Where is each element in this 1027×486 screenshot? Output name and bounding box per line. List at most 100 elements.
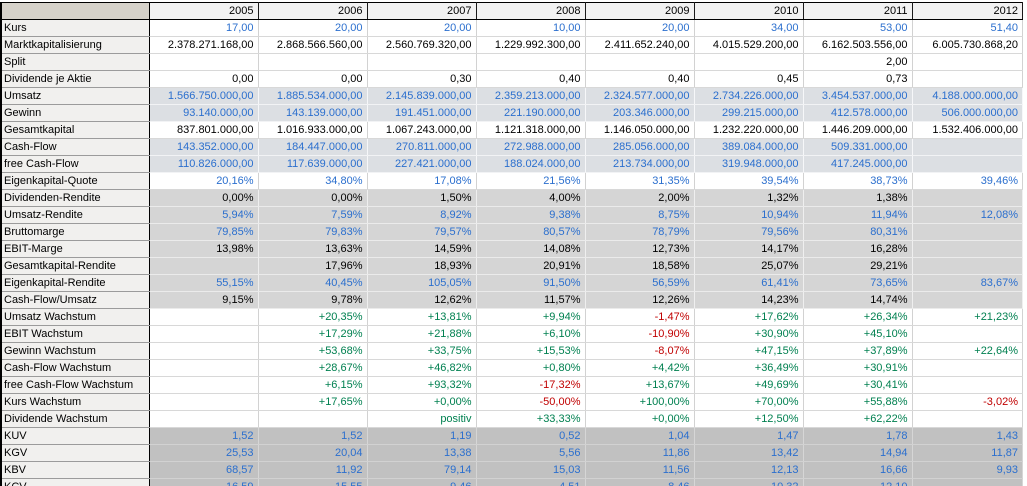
data-cell[interactable]: +100,00% — [585, 393, 695, 411]
data-cell[interactable]: +0,00% — [367, 393, 477, 411]
data-cell[interactable]: 4.188.000.000,00 — [912, 87, 1023, 105]
data-cell[interactable]: 14,23% — [694, 291, 804, 309]
data-cell[interactable]: 16,59 — [149, 478, 259, 486]
data-cell[interactable] — [258, 410, 368, 428]
data-cell[interactable]: 319.948.000,00 — [694, 155, 804, 173]
data-cell[interactable] — [912, 376, 1023, 394]
data-cell[interactable] — [149, 308, 259, 326]
data-cell[interactable] — [149, 410, 259, 428]
data-cell[interactable]: 13,42 — [694, 444, 804, 462]
data-cell[interactable]: -8,07% — [585, 342, 695, 360]
row-label[interactable]: Dividenden-Rendite — [1, 189, 150, 207]
data-cell[interactable]: 40,45% — [258, 274, 368, 292]
data-cell[interactable]: -10,90% — [585, 325, 695, 343]
column-header-year[interactable]: 2007 — [367, 2, 477, 20]
data-cell[interactable]: +15,53% — [476, 342, 586, 360]
data-cell[interactable]: 79,14 — [367, 461, 477, 479]
data-cell[interactable]: 6.005.730.868,20 — [912, 36, 1023, 54]
data-cell[interactable]: positiv — [367, 410, 477, 428]
data-cell[interactable]: 0,00 — [149, 70, 259, 88]
data-cell[interactable]: 0,45 — [694, 70, 804, 88]
data-cell[interactable]: +47,15% — [694, 342, 804, 360]
data-cell[interactable]: 1.532.406.000,00 — [912, 121, 1023, 139]
data-cell[interactable]: 509.331.000,00 — [803, 138, 913, 156]
data-cell[interactable]: 0,00% — [149, 189, 259, 207]
data-cell[interactable]: 221.190.000,00 — [476, 104, 586, 122]
corner-cell[interactable] — [1, 2, 150, 20]
data-cell[interactable]: 15,55 — [258, 478, 368, 486]
data-cell[interactable]: 1.016.933.000,00 — [258, 121, 368, 139]
data-cell[interactable]: +22,64% — [912, 342, 1023, 360]
data-cell[interactable]: 203.346.000,00 — [585, 104, 695, 122]
data-cell[interactable]: 1.232.220.000,00 — [694, 121, 804, 139]
data-cell[interactable]: 79,56% — [694, 223, 804, 241]
data-cell[interactable]: +13,67% — [585, 376, 695, 394]
data-cell[interactable]: 412.578.000,00 — [803, 104, 913, 122]
data-cell[interactable]: 17,96% — [258, 257, 368, 275]
data-cell[interactable] — [912, 70, 1023, 88]
data-cell[interactable]: 299.215.000,00 — [694, 104, 804, 122]
data-cell[interactable] — [149, 376, 259, 394]
data-cell[interactable]: +55,88% — [803, 393, 913, 411]
data-cell[interactable]: 10,00 — [476, 19, 586, 37]
data-cell[interactable]: 0,30 — [367, 70, 477, 88]
data-cell[interactable]: 188.024.000,00 — [476, 155, 586, 173]
data-cell[interactable]: 8,75% — [585, 206, 695, 224]
data-cell[interactable]: 13,98% — [149, 240, 259, 258]
data-cell[interactable]: +0,00% — [585, 410, 695, 428]
data-cell[interactable] — [149, 393, 259, 411]
data-cell[interactable] — [149, 359, 259, 377]
data-cell[interactable]: 2.145.839.000,00 — [367, 87, 477, 105]
data-cell[interactable] — [476, 53, 586, 71]
row-label[interactable]: Umsatz Wachstum — [1, 308, 150, 326]
data-cell[interactable]: 13,63% — [258, 240, 368, 258]
data-cell[interactable]: 5,56 — [476, 444, 586, 462]
row-label[interactable]: Umsatz-Rendite — [1, 206, 150, 224]
data-cell[interactable]: 506.000.000,00 — [912, 104, 1023, 122]
data-cell[interactable]: 3.454.537.000,00 — [803, 87, 913, 105]
row-label[interactable]: Eigenkapital-Rendite — [1, 274, 150, 292]
column-header-year[interactable]: 2005 — [149, 2, 259, 20]
data-cell[interactable]: +53,68% — [258, 342, 368, 360]
data-cell[interactable]: 2.868.566.560,00 — [258, 36, 368, 54]
data-cell[interactable]: +62,22% — [803, 410, 913, 428]
data-cell[interactable]: 80,31% — [803, 223, 913, 241]
data-cell[interactable]: 16,66 — [803, 461, 913, 479]
data-cell[interactable]: 270.811.000,00 — [367, 138, 477, 156]
data-cell[interactable]: 1.067.243.000,00 — [367, 121, 477, 139]
data-cell[interactable] — [912, 325, 1023, 343]
data-cell[interactable]: 1,43 — [912, 427, 1023, 445]
data-cell[interactable]: 143.352.000,00 — [149, 138, 259, 156]
row-label[interactable]: Dividende je Aktie — [1, 70, 150, 88]
row-label[interactable]: Dividende Wachstum — [1, 410, 150, 428]
data-cell[interactable]: 51,40 — [912, 19, 1023, 37]
data-cell[interactable]: 15,03 — [476, 461, 586, 479]
data-cell[interactable] — [912, 189, 1023, 207]
data-cell[interactable]: 20,16% — [149, 172, 259, 190]
data-cell[interactable]: +70,00% — [694, 393, 804, 411]
data-cell[interactable]: 56,59% — [585, 274, 695, 292]
data-cell[interactable]: +93,32% — [367, 376, 477, 394]
row-label[interactable]: Cash-Flow — [1, 138, 150, 156]
data-cell[interactable]: 2.734.226.000,00 — [694, 87, 804, 105]
data-cell[interactable]: +33,33% — [476, 410, 586, 428]
data-cell[interactable]: +28,67% — [258, 359, 368, 377]
data-cell[interactable]: 13,38 — [367, 444, 477, 462]
column-header-year[interactable]: 2008 — [476, 2, 586, 20]
data-cell[interactable]: 9,15% — [149, 291, 259, 309]
data-cell[interactable] — [912, 359, 1023, 377]
column-header-year[interactable]: 2009 — [585, 2, 695, 20]
row-label[interactable]: Cash-Flow Wachstum — [1, 359, 150, 377]
data-cell[interactable]: +36,49% — [694, 359, 804, 377]
data-cell[interactable]: 285.056.000,00 — [585, 138, 695, 156]
column-header-year[interactable]: 2012 — [912, 2, 1023, 20]
data-cell[interactable]: 837.801.000,00 — [149, 121, 259, 139]
data-cell[interactable] — [912, 257, 1023, 275]
data-cell[interactable]: 105,05% — [367, 274, 477, 292]
data-cell[interactable]: 1.446.209.000,00 — [803, 121, 913, 139]
data-cell[interactable]: 79,57% — [367, 223, 477, 241]
row-label[interactable]: KGV — [1, 444, 150, 462]
data-cell[interactable]: 2.359.213.000,00 — [476, 87, 586, 105]
data-cell[interactable]: -17,32% — [476, 376, 586, 394]
row-label[interactable]: free Cash-Flow — [1, 155, 150, 173]
